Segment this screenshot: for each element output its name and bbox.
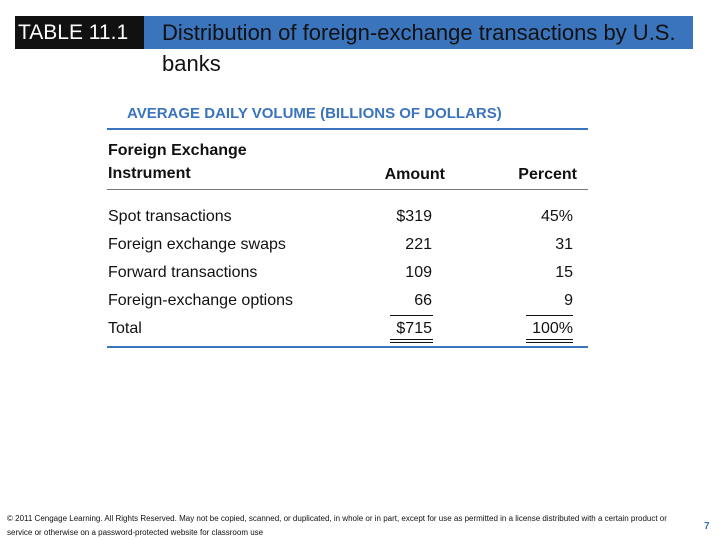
data-table: AVERAGE DAILY VOLUME (BILLIONS OF DOLLAR… <box>107 96 588 348</box>
table-row-total: Total $715 100% <box>107 315 588 343</box>
table-row: Forward transactions 109 15 <box>107 259 588 287</box>
row-amount: 66 <box>414 292 432 309</box>
row-instrument: Foreign exchange swaps <box>108 236 286 253</box>
total-double-rule-percent-2 <box>526 342 573 343</box>
table-row: Spot transactions $319 45% <box>107 203 588 231</box>
row-percent: 100% <box>532 320 573 337</box>
total-double-rule-percent-1 <box>526 339 573 340</box>
header-rule <box>107 189 588 190</box>
copyright-notice: © 2011 Cengage Learning. All Rights Rese… <box>7 514 667 537</box>
row-instrument: Spot transactions <box>108 208 232 225</box>
table-row: Foreign exchange swaps 221 31 <box>107 231 588 259</box>
column-header-instrument: Foreign Exchange Instrument <box>108 142 247 182</box>
subtotal-rule-amount <box>390 315 433 316</box>
total-double-rule-amount-2 <box>390 342 433 343</box>
total-double-rule-amount-1 <box>390 339 433 340</box>
row-percent: 9 <box>564 292 573 309</box>
table-row: Foreign-exchange options 66 9 <box>107 287 588 315</box>
page-number: 7 <box>704 521 710 532</box>
table-top-rule <box>107 128 588 130</box>
row-percent: 45% <box>540 208 573 225</box>
row-instrument: Total <box>108 320 142 337</box>
slide-title: Distribution of foreign-exchange transac… <box>162 20 676 76</box>
table-bottom-rule <box>107 346 588 348</box>
row-amount: 221 <box>405 236 432 253</box>
column-header-amount: Amount <box>384 166 445 183</box>
subtotal-rule-percent <box>526 315 573 316</box>
row-amount: 109 <box>405 264 432 281</box>
row-percent: 31 <box>555 236 573 253</box>
row-amount: $715 <box>396 320 432 337</box>
row-instrument: Forward transactions <box>108 264 258 281</box>
row-amount: $319 <box>396 208 432 225</box>
table-number-label: TABLE 11.1 <box>15 16 144 49</box>
row-percent: 15 <box>555 264 573 281</box>
column-header-percent: Percent <box>518 166 577 183</box>
row-instrument: Foreign-exchange options <box>108 292 294 309</box>
table-heading: AVERAGE DAILY VOLUME (BILLIONS OF DOLLAR… <box>127 105 502 122</box>
